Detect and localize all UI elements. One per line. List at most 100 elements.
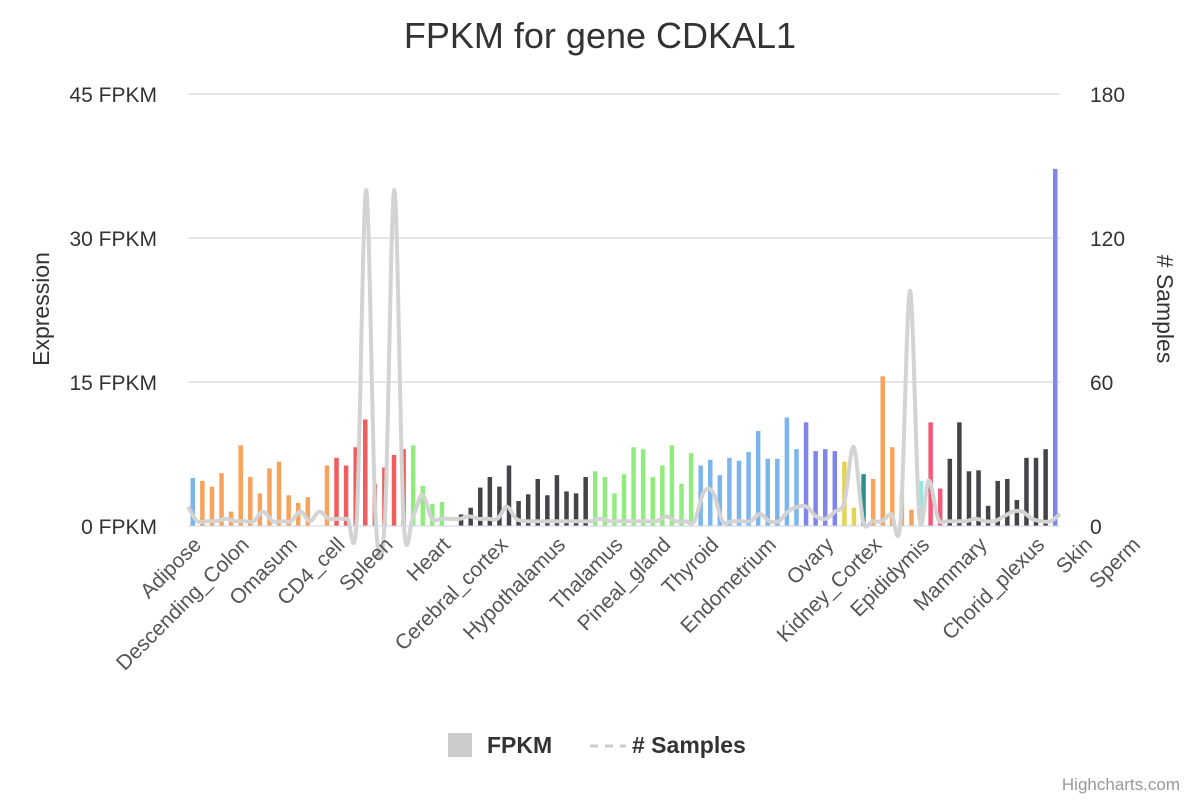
fpkm-bar[interactable] [832, 451, 838, 526]
fpkm-bar[interactable] [640, 449, 646, 526]
fpkm-bar[interactable] [516, 501, 521, 526]
fpkm-bar[interactable] [909, 509, 914, 526]
fpkm-bar[interactable] [305, 497, 311, 526]
fpkm-bar[interactable] [209, 486, 215, 526]
fpkm-bar[interactable] [937, 488, 943, 526]
fpkm-bar[interactable] [343, 465, 349, 526]
fpkm-bar[interactable] [784, 417, 790, 526]
y2-axis-ticks: 0 60 120 180 [1090, 84, 1125, 539]
fpkm-bar[interactable] [995, 480, 1000, 526]
fpkm-bar[interactable] [564, 491, 569, 526]
fpkm-bar[interactable] [353, 447, 358, 526]
fpkm-bar[interactable] [1043, 449, 1048, 526]
samples-line [186, 187, 1062, 561]
legend: FPKM # Samples [448, 732, 746, 758]
y-tick-label: 45 FPKM [69, 84, 157, 107]
legend-label-samples: # Samples [632, 732, 746, 758]
fpkm-bar[interactable] [976, 470, 981, 526]
x-tick-label: Spleen [335, 533, 398, 596]
fpkm-bar[interactable] [545, 495, 550, 526]
fpkm-bar[interactable] [765, 458, 770, 526]
credits[interactable]: Highcharts.com [1062, 775, 1180, 794]
fpkm-bar[interactable] [727, 457, 732, 526]
fpkm-bar[interactable] [1024, 457, 1029, 526]
fpkm-bar[interactable] [775, 458, 780, 526]
fpkm-bar[interactable] [276, 461, 282, 526]
fpkm-bar[interactable] [410, 445, 416, 526]
fpkm-bar[interactable] [612, 493, 617, 526]
fpkm-bar[interactable] [966, 471, 972, 526]
y-tick-label: 30 FPKM [69, 228, 157, 251]
fpkm-bar[interactable] [813, 451, 818, 526]
fpkm-bar[interactable] [650, 477, 656, 526]
fpkm-bar[interactable] [1033, 457, 1039, 526]
fpkm-bar[interactable] [1005, 478, 1010, 526]
fpkm-bar[interactable] [573, 493, 579, 526]
grid-lines [188, 93, 1060, 383]
fpkm-bar[interactable] [286, 495, 291, 526]
fpkm-bar[interactable] [593, 471, 598, 526]
fpkm-bar[interactable] [324, 465, 330, 526]
fpkm-bar[interactable] [439, 502, 445, 526]
fpkm-bar[interactable] [267, 468, 272, 526]
fpkm-bar[interactable] [602, 477, 608, 526]
fpkm-bar[interactable] [621, 474, 627, 526]
fpkm-bar[interactable] [717, 475, 723, 526]
x-tick-label: Hypothalamus [459, 533, 570, 644]
fpkm-bar[interactable] [334, 457, 339, 526]
fpkm-bar[interactable] [1014, 500, 1020, 526]
fpkm-bar[interactable] [238, 445, 243, 526]
fpkm-bar[interactable] [535, 478, 541, 526]
fpkm-bar[interactable] [430, 503, 435, 526]
fpkm-bar[interactable] [746, 452, 751, 526]
fpkm-bar[interactable] [478, 487, 483, 526]
fpkm-bar[interactable] [755, 430, 761, 526]
fpkm-bar[interactable] [890, 447, 895, 526]
fpkm-bar[interactable] [688, 453, 694, 526]
fpkm-bar[interactable] [219, 473, 224, 526]
legend-item-fpkm[interactable]: FPKM [448, 732, 552, 758]
fpkm-bar[interactable] [583, 477, 588, 526]
fpkm-bar[interactable] [391, 454, 397, 526]
fpkm-bar[interactable] [190, 478, 196, 526]
fpkm-bar[interactable] [669, 445, 675, 526]
fpkm-bar[interactable] [736, 460, 742, 526]
fpkm-bar[interactable] [928, 422, 933, 526]
fpkm-bar[interactable] [707, 459, 713, 526]
legend-label-fpkm: FPKM [487, 732, 552, 758]
fpkm-bar[interactable] [870, 478, 876, 526]
fpkm-bar[interactable] [257, 493, 263, 526]
fpkm-bar[interactable] [851, 507, 857, 526]
y2-tick-label: 0 [1090, 516, 1102, 539]
fpkm-bar[interactable] [660, 465, 665, 526]
y-axis-label: Expression [28, 252, 54, 366]
fpkm-bar[interactable] [957, 422, 962, 526]
fpkm-bar[interactable] [803, 422, 809, 526]
fpkm-bar[interactable] [947, 458, 953, 526]
fpkm-bar[interactable] [525, 494, 531, 526]
fpkm-bar[interactable] [861, 474, 866, 526]
fpkm-bar[interactable] [679, 483, 684, 526]
x-tick-label: Heart [402, 533, 455, 586]
fpkm-bar[interactable] [794, 449, 799, 526]
fpkm-bar[interactable] [822, 449, 828, 526]
fpkm-bar[interactable] [631, 447, 636, 526]
fpkm-bar[interactable] [1052, 168, 1058, 526]
fpkm-bar[interactable] [880, 376, 885, 526]
x-tick-label: Chorid_plexus [938, 533, 1049, 644]
fpkm-bar[interactable] [200, 480, 205, 526]
fpkm-bar[interactable] [248, 477, 253, 526]
fpkm-bar[interactable] [918, 480, 924, 526]
fpkm-bar[interactable] [363, 419, 368, 526]
fpkm-bar[interactable] [506, 465, 512, 526]
fpkm-bar[interactable] [985, 505, 991, 526]
fpkm-bar[interactable] [497, 486, 502, 526]
legend-item-samples[interactable]: # Samples [590, 732, 746, 758]
fpkm-bar[interactable] [554, 475, 560, 526]
fpkm-bar[interactable] [487, 477, 493, 526]
y-tick-label: 15 FPKM [69, 372, 157, 395]
y-axis-ticks: 0 FPKM 15 FPKM 30 FPKM 45 FPKM [69, 84, 157, 539]
fpkm-bar[interactable] [420, 485, 426, 526]
x-tick-label: Sperm [1085, 533, 1145, 593]
